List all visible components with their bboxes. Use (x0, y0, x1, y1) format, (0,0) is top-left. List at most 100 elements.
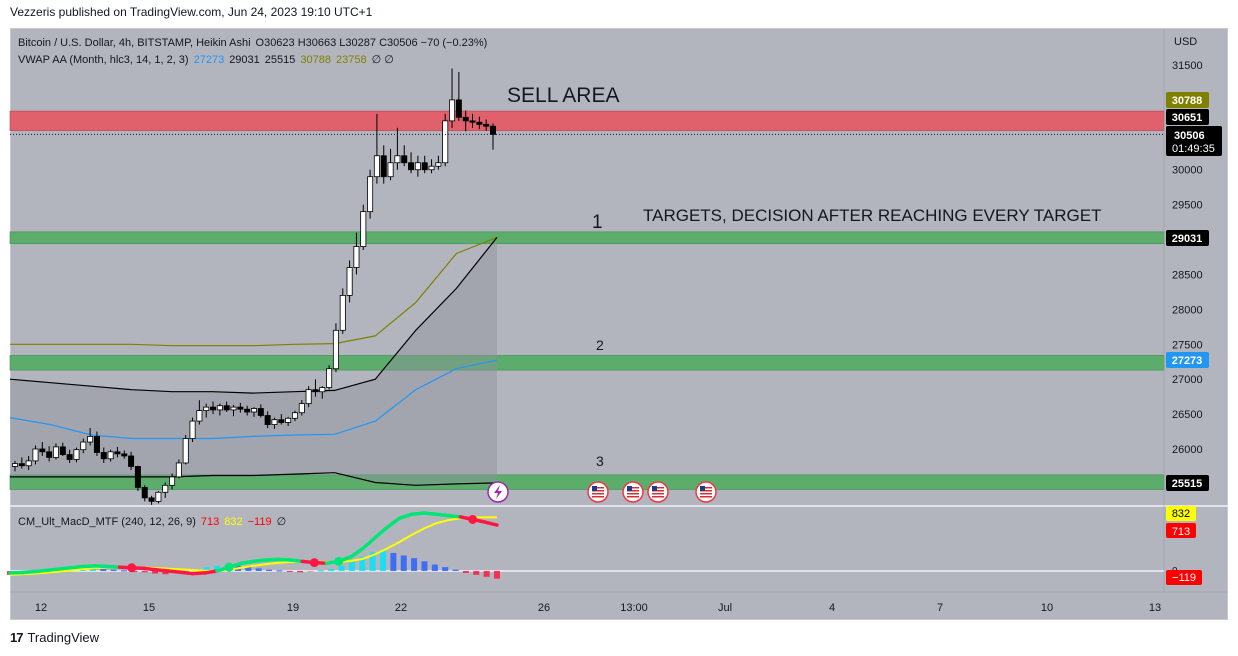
macd-histogram-bar (276, 570, 283, 572)
macd-histogram-bar (110, 569, 117, 571)
macd-histogram-bar (255, 568, 262, 571)
time-tick: 13 (1149, 602, 1161, 614)
candle-up (305, 389, 312, 405)
candle-up (373, 155, 380, 178)
macd-line-segment (154, 567, 171, 573)
candle-up (196, 410, 203, 422)
sell-zone (9, 110, 1165, 131)
time-tick: 10 (1041, 602, 1053, 614)
flag-canton (700, 486, 705, 491)
macd-histogram-bar (442, 567, 449, 571)
macd-line-segment (397, 512, 414, 520)
macd-histogram-bar (359, 556, 366, 571)
time-axis: 12 15 19 22 26 13:00 Jul 4 7 10 13 (35, 602, 1161, 614)
macd-line-segment (81, 564, 97, 569)
macd-line-segment (190, 571, 207, 576)
badge-25515: 25515 (1166, 475, 1209, 491)
price-tick: 27000 (1172, 374, 1203, 386)
candle-up (435, 162, 442, 167)
publisher-line: Vezzeris published on TradingView.com, J… (10, 5, 373, 19)
macd-line-segment (410, 511, 426, 517)
target-1-label: 1 (592, 212, 603, 233)
us-flag-icon[interactable] (622, 481, 644, 503)
vwap-line (9, 359, 498, 440)
macd-histogram-bar (214, 565, 221, 571)
candle-up (332, 329, 339, 370)
lightning-icon[interactable] (487, 481, 509, 503)
candle-up (291, 412, 298, 419)
macd-histogram-bar (245, 567, 252, 571)
candle-down (223, 405, 230, 411)
badge-current-price: 30506 01:49:35 (1166, 126, 1222, 156)
flag-stripe (652, 496, 664, 498)
macd-histogram-bar (473, 571, 480, 575)
macd-histogram-bar (286, 571, 293, 572)
macd-histogram-bar (89, 568, 96, 571)
tradingview-logo[interactable]: 17 TradingView (10, 630, 99, 645)
macd-line-segment (203, 569, 219, 575)
candle-down (39, 448, 46, 453)
macd-line-segment (434, 512, 451, 518)
flag-stripe (700, 496, 712, 498)
macd-line-segment (56, 566, 73, 571)
svg-text:713: 713 (1172, 526, 1190, 538)
badge-29031: 29031 (1166, 230, 1209, 246)
legend-vwap: VWAP AA (Month, hlc3, 14, 1, 2, 3) 27273 2… (18, 54, 394, 66)
candle-down (237, 406, 244, 410)
macd-histogram-bar (462, 571, 469, 573)
macd-histogram-bar (348, 561, 355, 571)
candle-down (100, 452, 107, 460)
macd-histogram-bar (317, 570, 324, 572)
candle-up (414, 162, 421, 171)
svg-text:30651: 30651 (1172, 112, 1203, 124)
flag-stripe (592, 490, 604, 492)
candle-down (141, 486, 148, 499)
macd-histogram-bar (369, 552, 376, 571)
candle-up (428, 165, 435, 171)
badge-30651: 30651 (1166, 109, 1209, 125)
us-flag-icon[interactable] (647, 481, 669, 503)
us-flag-icon[interactable] (587, 481, 609, 503)
macd-cross-dot (468, 514, 478, 524)
macd-line-segment (446, 513, 463, 519)
svg-text:30788: 30788 (1172, 95, 1203, 107)
macd-histogram-bar (120, 570, 127, 572)
vwap-band-area (10, 237, 497, 486)
macd-histogram-bar (131, 571, 138, 572)
flag-stripe (627, 490, 639, 492)
candle-up (394, 155, 401, 164)
macd-histogram-bar (152, 571, 159, 574)
price-tick: 28000 (1172, 304, 1203, 316)
flag-canton (627, 486, 632, 491)
macd-line-segment (32, 568, 49, 574)
flag-canton (652, 486, 657, 491)
price-tick: 28500 (1172, 269, 1203, 281)
candle-down (93, 436, 100, 453)
candle-down (489, 125, 496, 135)
candle-up (298, 403, 305, 414)
macd-line-segment (385, 516, 402, 529)
macd-line-segment (239, 559, 256, 566)
time-tick: 12 (35, 602, 47, 614)
macd-histogram-bar (307, 571, 314, 572)
macd-line-segment (142, 566, 158, 572)
macd-histogram-bar (483, 571, 490, 577)
macd-histogram-bar (328, 569, 335, 571)
price-tick: 26000 (1172, 444, 1203, 456)
time-tick: 13:00 (620, 602, 648, 614)
candle-up (87, 436, 94, 443)
macd-line-segment (276, 557, 292, 562)
us-flag-icon[interactable] (695, 481, 717, 503)
macd-line-segment (20, 569, 37, 575)
macd-pane (7, 511, 1164, 579)
target-2-label: 2 (596, 337, 604, 353)
time-tick: Jul (718, 602, 732, 614)
candle-up (11, 463, 18, 467)
macd-line-segment (178, 570, 195, 576)
macd-histogram-bar (266, 569, 273, 571)
candle-down (244, 408, 251, 413)
macd-line-segment (422, 511, 438, 517)
candle-down (476, 121, 483, 125)
macd-line-segment (288, 558, 304, 564)
